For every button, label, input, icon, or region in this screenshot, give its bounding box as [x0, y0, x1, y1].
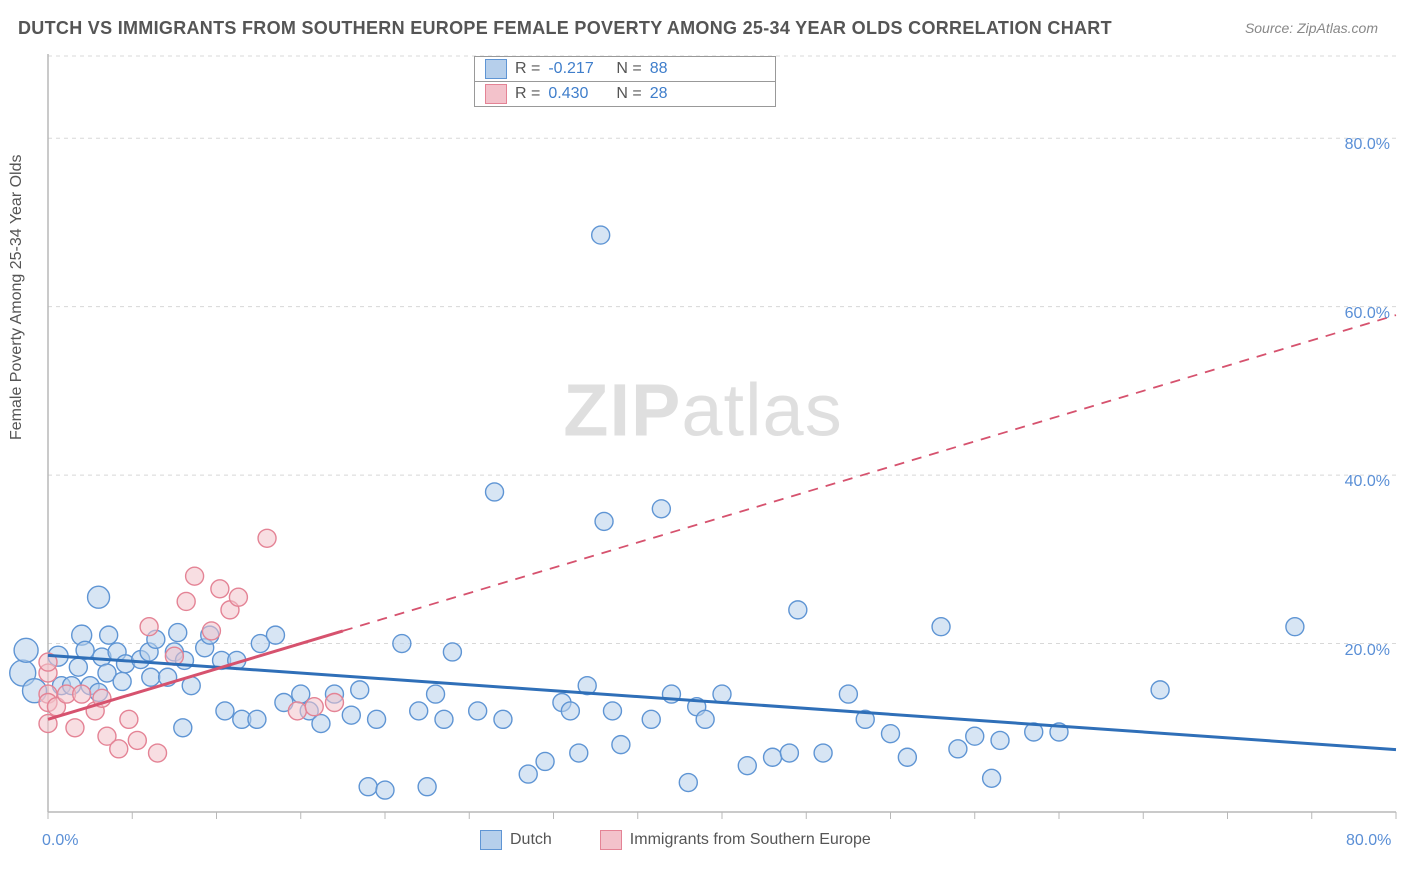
legend-swatch-immigrants-b	[600, 830, 622, 850]
legend-n-value-dutch: 88	[650, 60, 710, 78]
legend-row-immigrants: R = 0.430 N = 28	[475, 81, 775, 106]
legend-correlation: R = -0.217 N = 88 R = 0.430 N = 28	[474, 56, 776, 107]
legend-swatch-dutch	[485, 59, 507, 79]
chart-canvas	[0, 0, 1406, 892]
y-tick-label: 80.0%	[1345, 136, 1390, 154]
y-tick-label: 20.0%	[1345, 642, 1390, 660]
legend-label-dutch: Dutch	[510, 831, 552, 849]
scatter-dutch	[10, 226, 1304, 799]
legend-r-label: R =	[515, 85, 540, 103]
legend-row-dutch: R = -0.217 N = 88	[475, 57, 775, 81]
legend-swatch-immigrants	[485, 84, 507, 104]
legend-r-value-dutch: -0.217	[548, 60, 608, 78]
legend-r-value-immigrants: 0.430	[548, 85, 608, 103]
gridlines	[48, 56, 1396, 644]
legend-r-label: R =	[515, 60, 540, 78]
x-axis-min-label: 0.0%	[42, 832, 78, 850]
legend-item-dutch: Dutch	[480, 830, 552, 850]
x-axis-max-label: 80.0%	[1346, 832, 1391, 850]
legend-swatch-dutch-b	[480, 830, 502, 850]
legend-series: Dutch Immigrants from Southern Europe	[480, 830, 871, 850]
legend-n-label: N =	[616, 60, 641, 78]
legend-item-immigrants: Immigrants from Southern Europe	[600, 830, 871, 850]
legend-n-label: N =	[616, 85, 641, 103]
axes	[48, 54, 1396, 819]
legend-label-immigrants: Immigrants from Southern Europe	[630, 831, 871, 849]
y-tick-label: 40.0%	[1345, 473, 1390, 491]
y-tick-label: 60.0%	[1345, 305, 1390, 323]
legend-n-value-immigrants: 28	[650, 85, 710, 103]
